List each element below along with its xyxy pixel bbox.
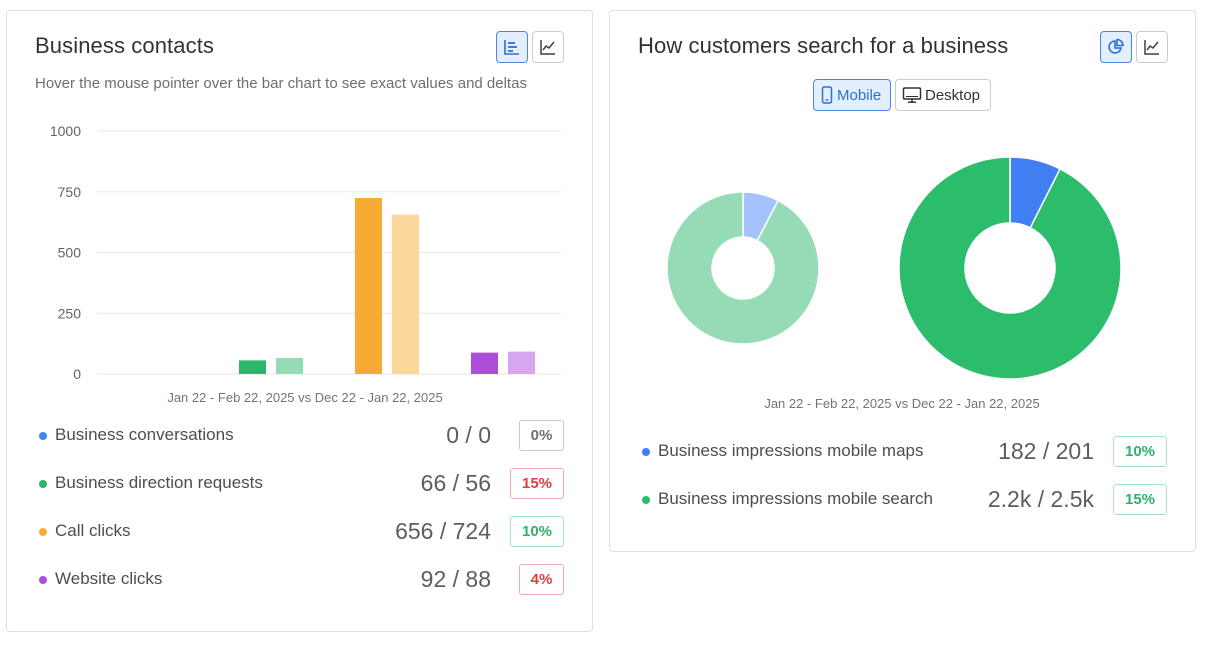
donut-previous-slice-business-impressions-mobile-search[interactable] — [666, 191, 820, 345]
y-axis-tick-label: 1000 — [50, 123, 81, 139]
desktop-toggle-label: Desktop — [925, 86, 981, 104]
delta-badge: 15% — [510, 468, 564, 499]
desktop-toggle-button[interactable]: Desktop — [895, 79, 991, 111]
metric-value: 92 / 88 — [420, 566, 491, 592]
y-axis-tick-label: 250 — [58, 305, 82, 321]
metric-value: 182 / 201 — [998, 438, 1094, 464]
metric-value: 0 / 0 — [446, 422, 491, 448]
y-axis-tick-label: 0 — [73, 366, 81, 382]
pie-chart-view-button[interactable] — [1100, 31, 1132, 63]
customer-search-donut-charts[interactable]: Jan 22 - Feb 22, 2025 vs Dec 22 - Jan 22… — [610, 121, 1195, 421]
mobile-toggle-button[interactable]: Mobile — [813, 79, 891, 111]
business-contacts-title: Business contacts — [35, 33, 215, 58]
delta-badge: 4% — [519, 564, 564, 595]
bar-chart-period-label: Jan 22 - Feb 22, 2025 vs Dec 22 - Jan 22… — [167, 390, 442, 405]
metric-label: Business impressions mobile maps — [658, 441, 924, 460]
legend-dot-icon — [39, 480, 47, 488]
metric-label: Business direction requests — [55, 473, 263, 492]
metric-label: Call clicks — [55, 521, 131, 540]
line-chart-icon — [540, 40, 555, 55]
customer-search-card: How customers search for a business Mobi… — [609, 10, 1196, 552]
metric-row: Business impressions mobile maps 182 / 20… — [610, 435, 1195, 469]
bar-website-clicks-series-0[interactable] — [471, 352, 498, 374]
pie-chart-icon — [1108, 38, 1124, 54]
delta-badge: 10% — [510, 516, 564, 547]
business-contacts-subtitle: Hover the mouse pointer over the bar cha… — [35, 75, 527, 92]
legend-dot-icon — [642, 496, 650, 504]
metric-label: Website clicks — [55, 569, 163, 588]
donut-current-slice-business-impressions-mobile-search[interactable] — [898, 156, 1122, 380]
metric-row: Call clicks 656 / 724 10% — [7, 515, 592, 549]
legend-dot-icon — [39, 432, 47, 440]
bar-business-direction-requests-series-0[interactable] — [239, 360, 266, 374]
legend-dot-icon — [39, 528, 47, 536]
delta-badge: 15% — [1113, 484, 1167, 515]
metric-row: Business conversations 0 / 0 0% — [7, 419, 592, 453]
metric-value: 2.2k / 2.5k — [987, 486, 1094, 512]
mobile-phone-icon — [821, 86, 833, 104]
y-axis-tick-label: 750 — [58, 184, 82, 200]
bar-business-direction-requests-series-1[interactable] — [276, 357, 303, 374]
delta-badge: 0% — [519, 420, 564, 451]
metric-value: 656 / 724 — [395, 518, 491, 544]
bar-call-clicks-series-1[interactable] — [392, 214, 419, 374]
bar-chart-icon — [504, 40, 519, 55]
line-chart-view-button[interactable] — [532, 31, 564, 63]
donut-chart-period-label: Jan 22 - Feb 22, 2025 vs Dec 22 - Jan 22… — [764, 396, 1039, 411]
metric-value: 66 / 56 — [420, 470, 491, 496]
business-contacts-card: Business contacts Hover the mouse pointe… — [6, 10, 593, 632]
metric-label: Business impressions mobile search — [658, 489, 933, 508]
business-contacts-bar-chart[interactable]: 1000 750 500 250 0 Jan 22 - Feb 22, 2025 vs … — [27, 111, 577, 406]
y-axis-tick-label: 500 — [58, 245, 82, 261]
line-chart-icon — [1144, 40, 1159, 55]
metric-row: Website clicks 92 / 88 4% — [7, 563, 592, 597]
bar-website-clicks-series-1[interactable] — [508, 351, 535, 374]
legend-dot-icon — [642, 448, 650, 456]
line-chart-view-button[interactable] — [1136, 31, 1168, 63]
metric-label: Business conversations — [55, 425, 234, 444]
legend-dot-icon — [39, 576, 47, 584]
bar-chart-view-button[interactable] — [496, 31, 528, 63]
desktop-monitor-icon — [902, 87, 922, 103]
customer-search-title: How customers search for a business — [638, 33, 1009, 58]
metric-row: Business impressions mobile search 2.2k /… — [610, 483, 1195, 517]
delta-badge: 10% — [1113, 436, 1167, 467]
metric-row: Business direction requests 66 / 56 15% — [7, 467, 592, 501]
bar-call-clicks-series-0[interactable] — [355, 198, 382, 374]
mobile-toggle-label: Mobile — [837, 86, 882, 104]
